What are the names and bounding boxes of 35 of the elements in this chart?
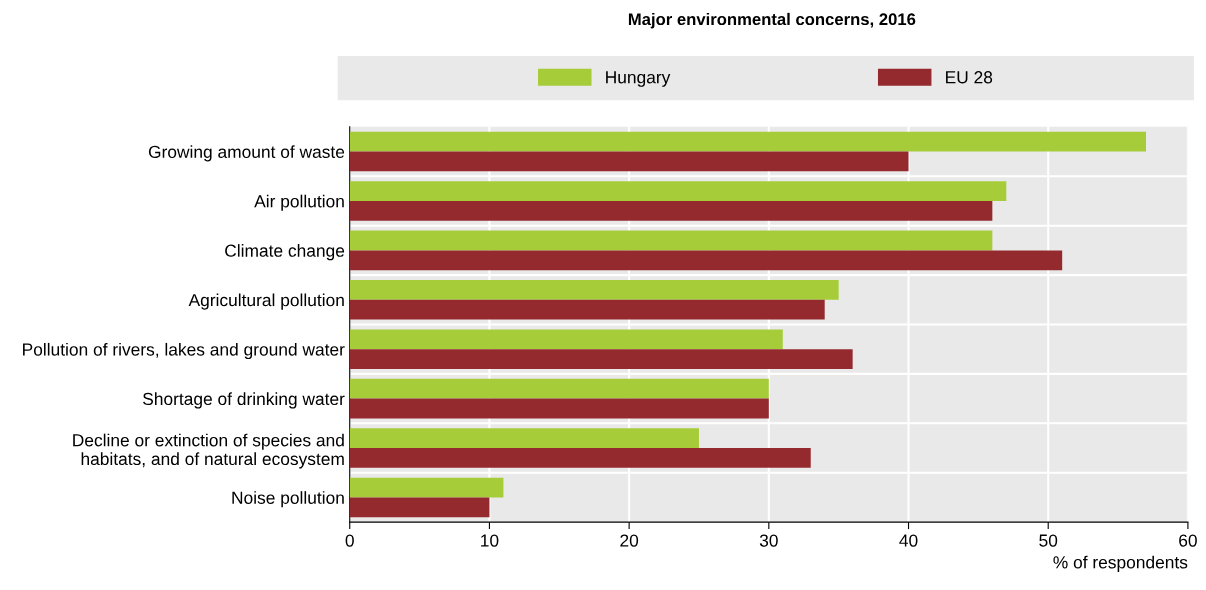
x-tick-label: 60 [1179, 534, 1197, 547]
bar [349, 131, 1146, 152]
x-tick-label: 20 [620, 534, 639, 547]
bar [349, 378, 769, 399]
x-tick-label: 40 [899, 534, 918, 547]
y-tick-label: Noise pollution [232, 491, 344, 508]
x-tick-label: 0 [345, 534, 354, 547]
x-tick-label: 50 [1039, 534, 1058, 547]
bar [349, 329, 783, 350]
x-axis-title: % of respondents [1053, 555, 1188, 572]
chart-title: Major environmental concerns, 2016 [628, 12, 916, 29]
y-tick-label: Air pollution [254, 194, 344, 211]
bar [349, 250, 1063, 271]
y-tick-label: Pollution of rivers, lakes and ground water [23, 342, 345, 360]
bar [349, 230, 993, 251]
y-tick-label: Agricultural pollution [188, 293, 344, 310]
bar [349, 181, 1007, 201]
y-tick-label: Shortage of drinking water [143, 392, 345, 409]
bar [349, 349, 853, 369]
bar [349, 497, 490, 518]
bar [349, 280, 839, 300]
y-tick-label: Decline or extinction of species and habitats, and of natural ecosystem [73, 433, 344, 469]
bar [349, 299, 825, 320]
y-tick-label: Climate change [225, 244, 345, 261]
bar [349, 448, 811, 468]
bar [349, 151, 909, 172]
x-tick-label: 10 [481, 534, 499, 547]
y-tick-label: Growing amount of waste [148, 145, 345, 162]
x-tick-label: 30 [759, 534, 778, 547]
legend-label: Hungary [606, 71, 671, 87]
bar [349, 398, 769, 419]
legend-label: EU 28 [946, 71, 993, 84]
bar [349, 428, 699, 449]
bar [349, 200, 993, 221]
bar [349, 477, 504, 498]
